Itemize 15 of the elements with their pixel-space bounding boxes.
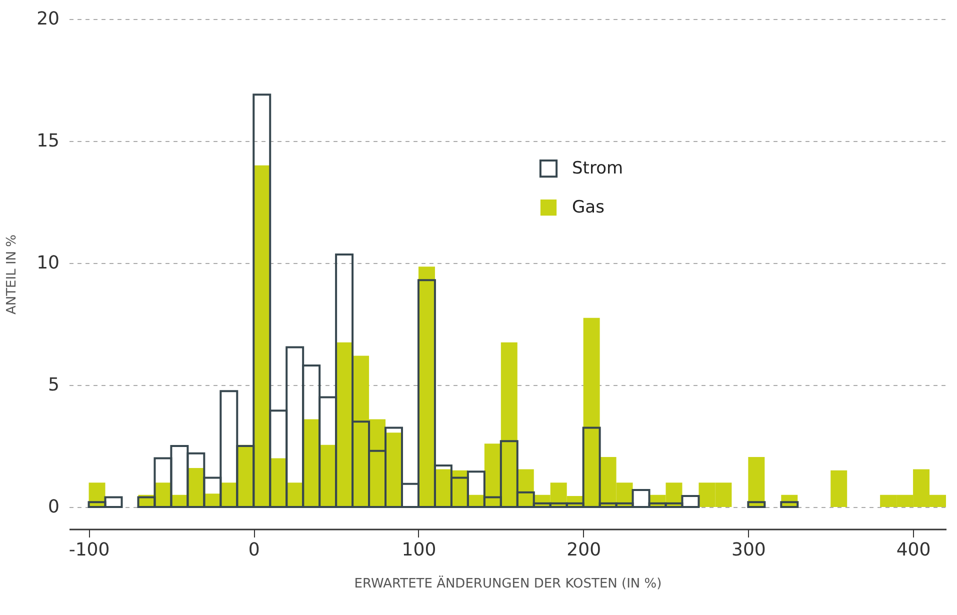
legend-label: Strom <box>572 158 624 178</box>
x-tick-label: 300 <box>732 540 766 560</box>
y-tick-label: 5 <box>48 374 60 396</box>
y-axis-title: ANTEIL IN % <box>4 234 20 315</box>
y-tick-label: 15 <box>36 130 60 152</box>
x-tick-label: 400 <box>896 540 931 560</box>
y-tick-label: 10 <box>36 252 60 274</box>
x-tick-label: 100 <box>402 540 436 560</box>
x-tick-label: 0 <box>248 540 260 560</box>
x-axis-title: ERWARTETE ÄNDERUNGEN DER KOSTEN (IN %) <box>354 576 662 592</box>
y-tick-label: 0 <box>48 496 60 518</box>
legend-label: Gas <box>572 198 605 218</box>
x-tick-label: 200 <box>566 540 602 560</box>
y-tick-label: 20 <box>36 8 60 30</box>
x-tick-label: -100 <box>68 540 110 560</box>
